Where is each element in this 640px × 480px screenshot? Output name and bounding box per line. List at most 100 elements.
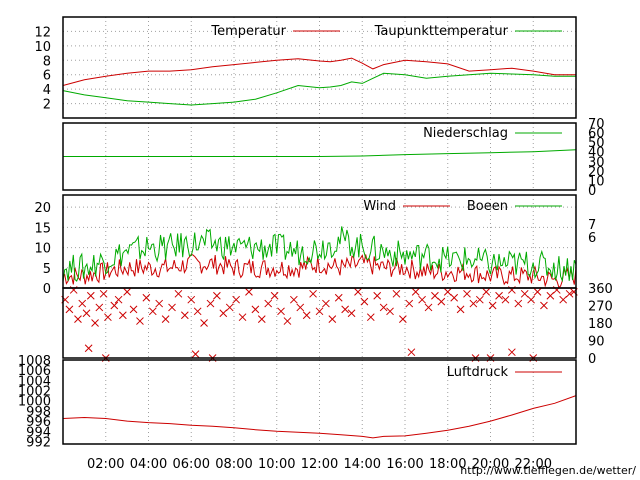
point-stroke [264,299,273,308]
point-stroke [251,305,260,314]
direction-point [114,295,123,304]
direction-point [501,295,510,304]
direction-point [251,305,260,314]
beaufort-tick-label: 7 [588,218,596,233]
point-stroke [366,313,375,322]
direction-point [520,289,529,298]
time-tick-label: 10:00 [258,457,295,472]
point-stroke [418,295,426,304]
point-stroke [373,291,382,300]
time-tick-label: 16:00 [386,457,423,472]
rain-tick-label: 60 [588,127,605,142]
point-stroke [187,295,196,304]
point-stroke [110,301,119,310]
direction-point [238,313,247,322]
temp-tick-label: 12 [34,25,51,40]
point-stroke [540,301,548,310]
direction-point [309,289,317,298]
series-line-temperatur [62,57,576,86]
direction-point [405,299,414,308]
pressure-tick-label: 994 [26,425,51,440]
direction-point [264,299,273,308]
point-stroke [302,311,311,320]
point-stroke [475,295,484,304]
point-stroke [238,313,247,322]
point-stroke [104,313,112,322]
direction-point [508,348,516,357]
wind-panel: 0 5 10 15 20 67 Wind Boeen [34,194,596,297]
time-tick-label: 14:00 [344,457,381,472]
point-stroke [559,295,568,304]
rain-tick-label: 30 [588,155,605,170]
time-tick-label: 22:00 [515,457,552,472]
time-tick-label: 02:00 [87,457,124,472]
direction-point [277,307,285,316]
temp-tick-label: 8 [43,54,51,69]
direction-point [469,299,478,308]
point-stroke [354,288,362,296]
direction-point [86,291,95,300]
wind-tick-label: 5 [43,262,51,277]
pressure-tick-label: 996 [26,415,51,430]
rain-tick-label: 0 [588,184,596,199]
direction-point [559,295,568,304]
direction-point [495,291,503,300]
direction-point [191,350,200,358]
pressure-tick-label: 1006 [18,364,51,379]
direction-point [232,295,240,304]
direction-point [123,288,131,296]
series-line-boeen [62,226,577,283]
direction-point [315,307,324,316]
direction-point [74,315,82,323]
point-stroke [508,348,516,357]
point-stroke [277,307,285,316]
direction-point [437,297,446,306]
point-stroke [450,293,459,302]
direction-point [155,299,164,308]
point-stroke [482,288,491,296]
direction-point [78,299,87,308]
direction-point [533,288,542,296]
legend-temperatur-label: Temperatur [210,24,286,39]
point-stroke [399,315,407,323]
direction-point [219,309,228,318]
series-line-wind [62,253,577,289]
direction-point [91,319,99,327]
point-stroke [148,307,157,316]
direction-point [65,305,74,314]
point-stroke [495,291,503,300]
direction-point [174,289,183,298]
point-stroke [488,301,497,310]
rain-tick-label: 10 [588,174,605,189]
wind-direction-panel: 0 90 180 270 360 [61,282,613,367]
series-line-taupunkttemperatur [62,72,576,106]
temp-tick-label: 4 [43,83,51,98]
point-stroke [270,291,279,300]
direction-tick-label: 0 [588,352,596,367]
direction-point [366,313,375,322]
time-tick-label: 12:00 [301,457,338,472]
legend-taupunkt-label: Taupunkttemperatur [374,24,509,39]
direction-point [546,291,555,300]
temp-tick-label: 6 [43,69,51,84]
point-stroke [283,317,292,325]
point-stroke [91,319,99,327]
point-stroke [431,291,439,300]
direction-point [213,291,221,300]
pressure-tick-label: 998 [26,405,51,420]
time-tick-label: 06:00 [173,457,210,472]
point-stroke [315,307,324,316]
point-stroke [501,295,510,304]
direction-point [399,315,407,323]
panel-frame [62,122,577,191]
source-url: http://www.tiefflegen.de/wetter/ [460,464,636,477]
point-stroke [386,307,394,316]
legend-wind-label: Wind [363,199,396,214]
point-stroke [546,291,555,300]
direction-point [386,307,394,316]
point-stroke [407,348,416,357]
series-line-niederschlag [63,149,577,157]
point-stroke [334,293,343,302]
